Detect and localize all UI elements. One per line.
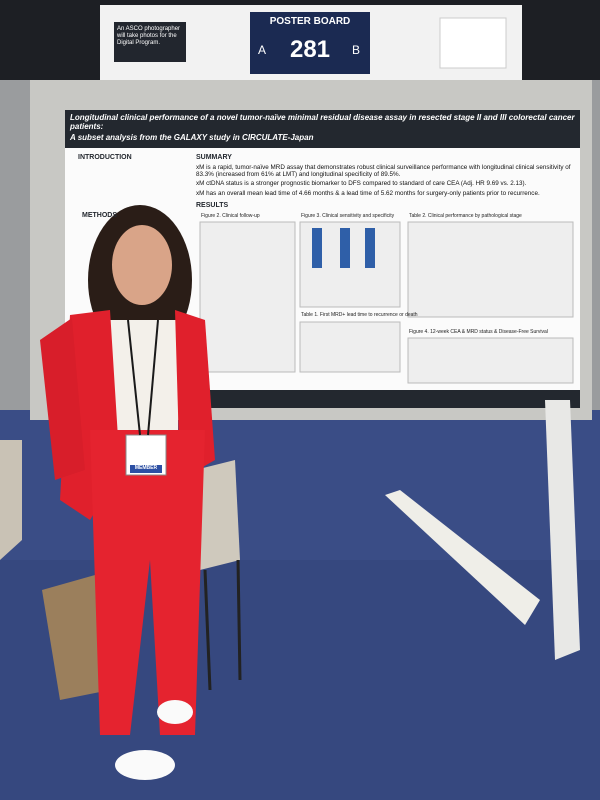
figure-caption: Table 1. First MRD+ lead time to recurre… (301, 312, 418, 318)
stand-base (385, 490, 540, 625)
side-a: A (258, 43, 267, 57)
shoe (115, 750, 175, 780)
figure-caption: Figure 4. 12-week CEA & MRD status & Dis… (409, 329, 548, 335)
table-panel (299, 321, 401, 373)
figure-caption: Figure 3. Clinical sensitivity and speci… (301, 213, 395, 219)
handbag (42, 575, 110, 700)
chart-bar (340, 228, 350, 268)
figure-caption: Figure 2. Clinical follow-up (201, 213, 260, 219)
board-label: POSTER BOARD (269, 16, 351, 27)
sign-card (439, 17, 507, 69)
side-b: B (352, 43, 361, 57)
chart-bar (312, 228, 322, 268)
face (112, 225, 172, 305)
poster-title-bar (65, 110, 580, 148)
section-heading: METHODS (82, 212, 117, 219)
table-panel (407, 221, 574, 318)
chair-leg (203, 569, 212, 691)
chart-bar (365, 228, 375, 268)
arm (40, 318, 85, 480)
shoe (157, 700, 193, 724)
summary-point: xM ctDNA status is a stronger prognostic… (196, 180, 527, 188)
summary-point: xM has an overall mean lead time of 4.66… (196, 189, 540, 197)
badge-strip (130, 465, 162, 473)
section-heading: SUMMARY (196, 154, 232, 161)
figure-panel (199, 221, 296, 373)
summary-point: xM is a rapid, tumor-naïve MRD assay tha… (196, 164, 571, 179)
shirt (110, 320, 178, 430)
poster-title: Longitudinal clinical performance of a n… (70, 113, 575, 132)
lanyard (127, 319, 141, 436)
asco-note: An ASCO photographer will take photos fo… (117, 26, 181, 46)
board-number: 281 (289, 36, 331, 63)
chair (195, 460, 240, 570)
section-heading: RESULTS (196, 202, 229, 209)
trousers (90, 430, 205, 735)
chair (0, 440, 22, 560)
section-heading: INTRODUCTION (78, 154, 132, 161)
asco-box (114, 22, 186, 62)
figure-caption: Table 2. Clinical performance by patholo… (409, 213, 522, 219)
poster-subtitle: A subset analysis from the GALAXY study … (70, 133, 314, 142)
board-number-box (250, 12, 370, 74)
badge-label: MEMBER (134, 465, 158, 471)
chair-leg (236, 559, 242, 681)
lanyard (147, 319, 159, 436)
figure-panel (407, 337, 574, 384)
stand-leg (545, 400, 580, 660)
